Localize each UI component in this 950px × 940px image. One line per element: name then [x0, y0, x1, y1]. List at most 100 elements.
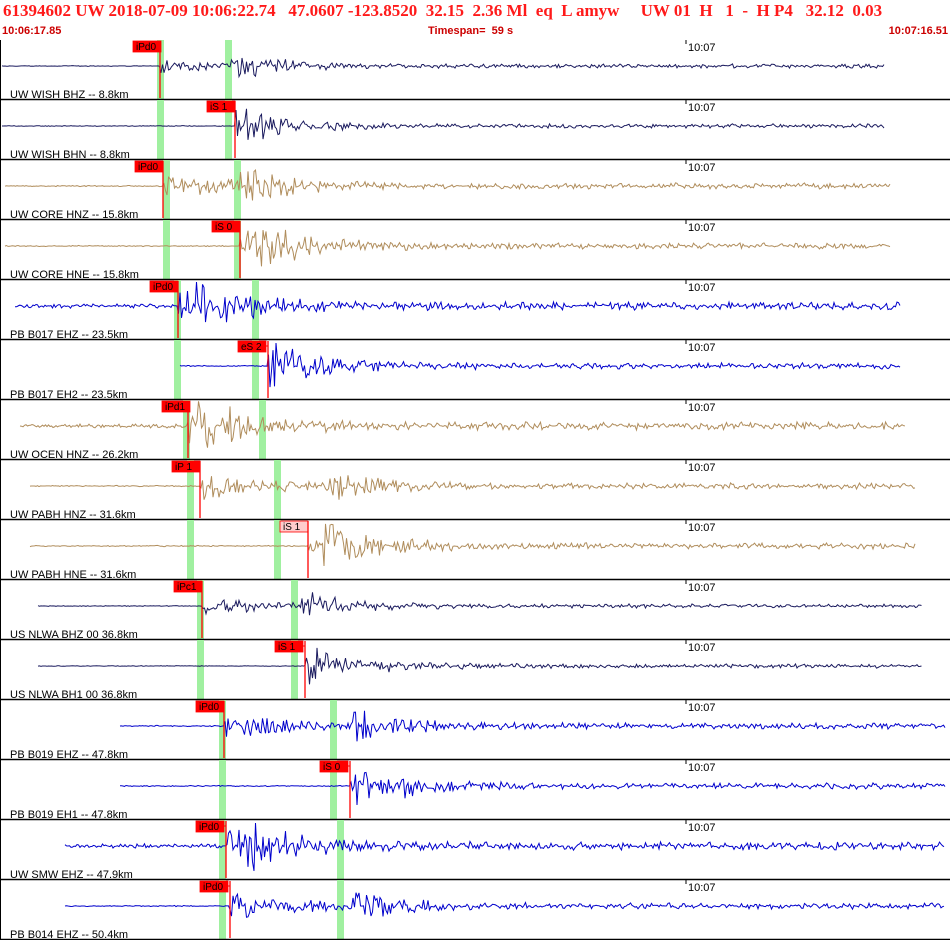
seismogram-panel[interactable]: iPd0 10:07 UW WISH BHZ -- 8.8km iS 1 10:07 UW… [0, 40, 950, 940]
trace-label: UW PABH HNZ -- 31.6km [10, 509, 136, 521]
timespan-label: Timespan= 59 s [428, 25, 514, 37]
pick-label: iPd0 [199, 822, 219, 833]
pick-label: iPd0 [138, 162, 158, 173]
trace-row[interactable]: iPd0 10:07 PB B017 EHZ -- 23.5km [0, 280, 950, 341]
event-header: 61394602 UW 2018-07-09 10:06:22.74 47.06… [0, 0, 950, 40]
trace-label: UW OCEN HNZ -- 26.2km [10, 449, 138, 461]
waveform [29, 475, 916, 500]
s-arrival-bar [225, 40, 232, 100]
trace-label: UW CORE HNE -- 15.8km [10, 269, 139, 281]
p-arrival-bar [163, 160, 170, 220]
pick-label: iPc1 [177, 582, 197, 593]
trace-row[interactable]: iPc1 10:07 US NLWA BHZ 00 36.8km [0, 580, 950, 641]
p-arrival-bar [183, 400, 190, 460]
pick-label: iS 0 [323, 762, 341, 773]
time-tick-label: 10:07 [688, 882, 716, 894]
waveform [15, 281, 901, 323]
time-tick-label: 10:07 [688, 162, 716, 174]
s-arrival-bar [259, 400, 266, 460]
time-tick-label: 10:07 [688, 282, 716, 294]
start-time: 10:06:17.85 [2, 25, 62, 37]
trace-label: PB B017 EH2 -- 23.5km [10, 389, 127, 401]
trace-row[interactable]: iS 1 10:07 US NLWA BH1 00 36.8km [0, 640, 950, 701]
time-tick-label: 10:07 [688, 822, 716, 834]
trace-row[interactable]: iPd0 10:07 UW WISH BHZ -- 8.8km [0, 40, 950, 101]
waveform [4, 169, 891, 201]
s-arrival-bar [234, 160, 241, 220]
time-tick-label: 10:07 [688, 342, 716, 354]
p-arrival-bar [219, 760, 226, 820]
p-arrival-bar [174, 340, 181, 400]
trace-label: UW WISH BHN -- 8.8km [10, 149, 130, 161]
s-arrival-bar [291, 640, 298, 700]
p-arrival-bar [219, 700, 226, 760]
trace-label: PB B017 EHZ -- 23.5km [10, 329, 128, 341]
p-arrival-bar [197, 580, 204, 640]
time-tick-label: 10:07 [688, 642, 716, 654]
pick-label: iS 1 [210, 102, 228, 113]
pick-label: iS 0 [215, 222, 233, 233]
event-title: 61394602 UW 2018-07-09 10:06:22.74 47.06… [3, 1, 883, 20]
time-tick-label: 10:07 [688, 522, 716, 534]
trace-label: UW SMW EHZ -- 47.9km [10, 869, 133, 881]
p-arrival-bar [187, 520, 194, 580]
pick-label: iPd0 [199, 702, 219, 713]
trace-label: UW WISH BHZ -- 8.8km [10, 89, 129, 101]
trace-row[interactable]: iPd1 10:07 UW OCEN HNZ -- 26.2km [0, 400, 950, 461]
s-arrival-bar [337, 880, 344, 940]
waveform [4, 229, 891, 267]
waveform [37, 592, 922, 616]
trace-row[interactable]: iS 1 10:07 UW PABH HNE -- 31.6km [0, 520, 950, 581]
pick-label: iPd1 [165, 402, 185, 413]
trace-label: UW PABH HNE -- 31.6km [10, 569, 136, 581]
p-arrival-bar [197, 640, 204, 700]
end-time: 10:07:16.51 [888, 25, 948, 37]
trace-label: US NLWA BHZ 00 36.8km [10, 629, 138, 641]
s-arrival-bar [330, 760, 337, 820]
s-arrival-bar [252, 340, 259, 400]
pick-label: iS 1 [278, 642, 296, 653]
trace-row[interactable]: iS 0 10:07 UW CORE HNE -- 15.8km [0, 220, 950, 281]
waveform [29, 523, 916, 567]
time-tick-label: 10:07 [688, 582, 716, 594]
time-tick-label: 10:07 [688, 42, 716, 54]
trace-row[interactable]: iPd0 10:07 PB B014 EHZ -- 50.4km [0, 880, 950, 940]
s-arrival-bar [291, 580, 298, 640]
s-arrival-bar [274, 520, 281, 580]
waveform [64, 892, 945, 918]
time-tick-label: 10:07 [688, 462, 716, 474]
trace-label: US NLWA BH1 00 36.8km [10, 689, 137, 701]
trace-row[interactable]: iS 0 10:07 PB B019 EH1 -- 47.8km [0, 760, 950, 821]
trace-label: PB B019 EHZ -- 47.8km [10, 749, 128, 761]
pick-label: iPd0 [203, 882, 223, 893]
s-arrival-bar [234, 220, 241, 280]
pick-label: eS 2 [241, 342, 262, 353]
s-arrival-bar [225, 100, 232, 160]
trace-row[interactable]: iPd0 10:07 UW CORE HNZ -- 15.8km [0, 160, 950, 221]
waveform [1, 57, 885, 79]
trace-row[interactable]: eS 2 10:07 PB B017 EH2 -- 23.5km [0, 340, 950, 401]
waveform [119, 710, 946, 742]
trace-row[interactable]: iPd0 10:07 UW SMW EHZ -- 47.9km [0, 820, 950, 881]
trace-row[interactable]: iS 1 10:07 UW WISH BHN -- 8.8km [0, 100, 950, 161]
time-tick-label: 10:07 [688, 762, 716, 774]
trace-row[interactable]: iP 1 10:07 UW PABH HNZ -- 31.6km [0, 460, 950, 521]
trace-label: PB B014 EHZ -- 50.4km [10, 929, 128, 940]
s-arrival-bar [252, 280, 259, 340]
s-arrival-bar [330, 700, 337, 760]
trace-row[interactable]: iPd0 10:07 PB B019 EHZ -- 47.8km [0, 700, 950, 761]
p-arrival-bar [157, 100, 164, 160]
time-tick-label: 10:07 [688, 102, 716, 114]
pick-label: iS 1 [283, 522, 301, 533]
pick-label: iPd0 [153, 282, 173, 293]
waveform [120, 771, 946, 806]
time-tick-label: 10:07 [688, 222, 716, 234]
trace-label: PB B019 EH1 -- 47.8km [10, 809, 127, 821]
pick-label: iP 1 [175, 462, 192, 473]
waveform [37, 647, 922, 685]
waveform [64, 822, 945, 871]
s-arrival-bar [337, 820, 344, 880]
waveform [179, 342, 901, 388]
time-tick-label: 10:07 [688, 402, 716, 414]
p-arrival-bar [187, 460, 194, 520]
